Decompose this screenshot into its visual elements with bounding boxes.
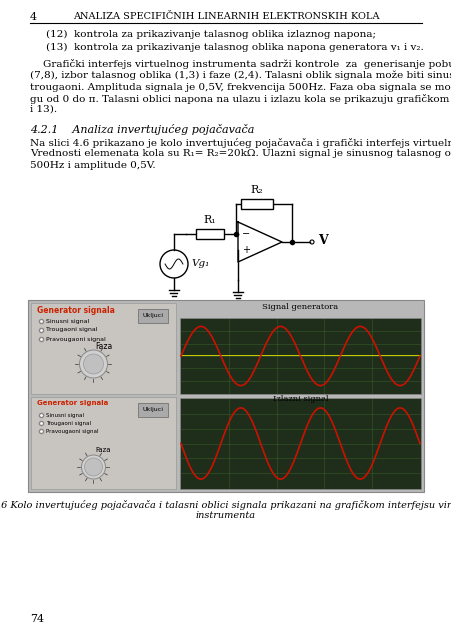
Text: Vg₁: Vg₁ <box>191 259 209 269</box>
Text: ANALIZA SPECIFIČNIH LINEARNIH ELEKTRONSKIH KOLA: ANALIZA SPECIFIČNIH LINEARNIH ELEKTRONSK… <box>73 12 378 21</box>
Text: (7,8), izbor talasnog oblika (1,3) i faze (2,4). Talasni oblik signala može biti: (7,8), izbor talasnog oblika (1,3) i faz… <box>30 70 451 80</box>
Text: V: V <box>318 234 327 246</box>
Text: Ukljuci: Ukljuci <box>142 408 163 413</box>
Text: Sinusni signal: Sinusni signal <box>46 319 89 323</box>
Text: Na slici 4.6 prikazano je kolo invertujućeg pojačavača i grafički interfejs virt: Na slici 4.6 prikazano je kolo invertuju… <box>30 138 451 147</box>
Bar <box>31 303 175 394</box>
Text: 500Hz i amplitude 0,5V.: 500Hz i amplitude 0,5V. <box>30 161 155 170</box>
Text: Signal generatora: Signal generatora <box>262 303 338 311</box>
Text: Trougaoni signal: Trougaoni signal <box>46 328 97 333</box>
Text: 4: 4 <box>30 12 37 22</box>
Circle shape <box>83 354 103 374</box>
Text: Pravougaoni signal: Pravougaoni signal <box>46 337 106 342</box>
Text: R₂: R₂ <box>250 185 263 195</box>
Text: 4.2.1    Analiza invertujućeg pojačavača: 4.2.1 Analiza invertujućeg pojačavača <box>30 124 254 134</box>
Text: Izlazni signal: Izlazni signal <box>272 395 327 403</box>
Text: Generator signala: Generator signala <box>37 306 115 315</box>
Text: Sinusni signal: Sinusni signal <box>46 413 84 417</box>
Text: R₁: R₁ <box>203 215 216 225</box>
Circle shape <box>79 350 107 378</box>
Text: (13)  kontrola za prikazivanje talasnog oblika napona generatora v₁ i v₂.: (13) kontrola za prikazivanje talasnog o… <box>46 43 423 52</box>
Text: Faza: Faza <box>95 342 112 351</box>
Text: +: + <box>241 245 249 255</box>
Text: Grafički interfejs virtuelnog instrumenta sadrži kontrole  za  generisanje pobud: Grafički interfejs virtuelnog instrument… <box>30 59 451 69</box>
Circle shape <box>81 455 105 479</box>
Text: Vrednosti elemenata kola su R₁= R₂=20kΩ. Ulazni signal je sinusnog talasnog obli: Vrednosti elemenata kola su R₁= R₂=20kΩ.… <box>30 149 451 158</box>
Text: Ukljuci: Ukljuci <box>142 314 163 319</box>
Text: gu od 0 do π. Talasni oblici napona na ulazu i izlazu kola se prikazuju grafičko: gu od 0 do π. Talasni oblici napona na u… <box>30 93 451 104</box>
Bar <box>31 397 175 489</box>
Text: Generator signala: Generator signala <box>37 400 108 406</box>
Text: 74: 74 <box>30 614 44 624</box>
Circle shape <box>84 458 102 476</box>
Text: trougaoni. Amplituda signala je 0,5V, frekvencija 500Hz. Faza oba signala se mož: trougaoni. Amplituda signala je 0,5V, fr… <box>30 82 451 92</box>
Text: Faza: Faza <box>96 447 111 453</box>
Text: −: − <box>241 229 249 239</box>
Bar <box>138 403 168 417</box>
Text: i 13).: i 13). <box>30 105 57 114</box>
Bar <box>28 300 423 492</box>
Text: Pravougaoni signal: Pravougaoni signal <box>46 429 98 433</box>
Bar <box>138 309 168 323</box>
Bar <box>240 199 272 209</box>
Bar <box>179 318 420 394</box>
Bar <box>196 229 224 239</box>
Text: (12)  kontrola za prikazivanje talasnog oblika izlaznog napona;: (12) kontrola za prikazivanje talasnog o… <box>46 30 375 39</box>
Bar <box>179 398 420 489</box>
Text: Trougaoni signal: Trougaoni signal <box>46 420 91 426</box>
Text: Slika 4.6 Kolo invertujućeg pojačavača i talasni oblici signala prikazani na gra: Slika 4.6 Kolo invertujućeg pojačavača i… <box>0 500 451 520</box>
